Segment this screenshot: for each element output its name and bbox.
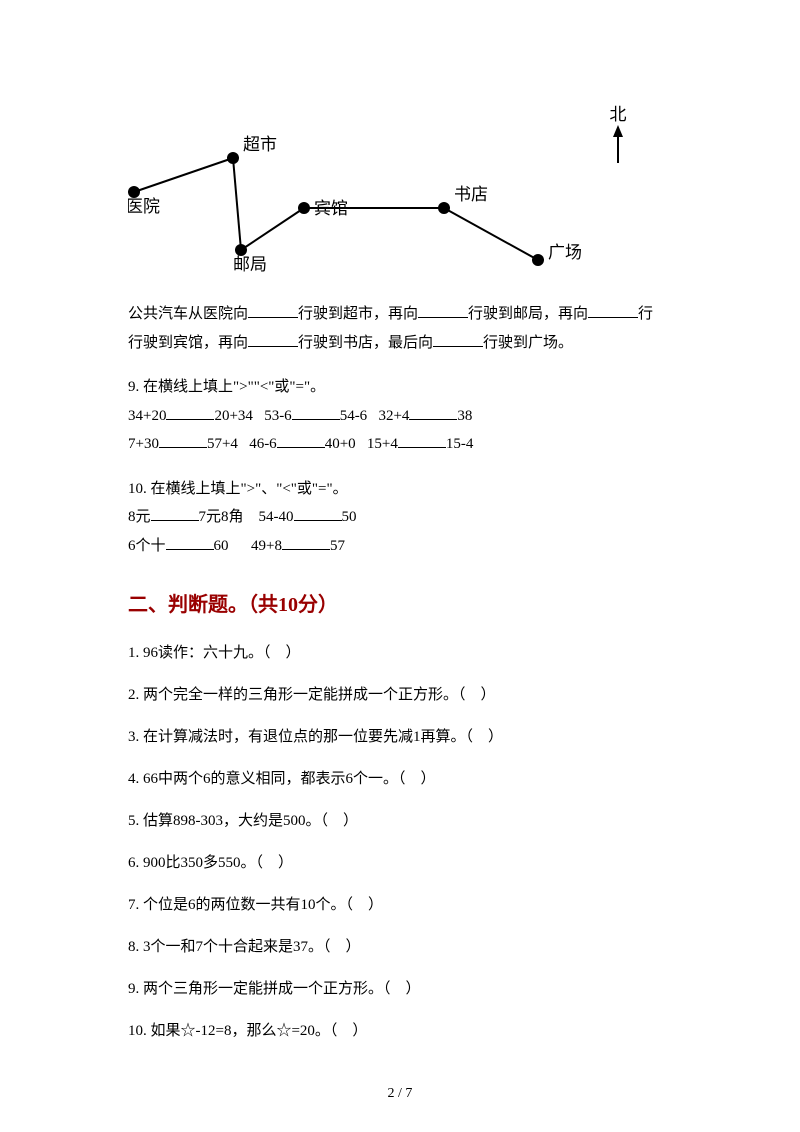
dq-t2: 行驶到超市，再向 (298, 306, 418, 322)
q9-r1-d: 54-6 (340, 408, 368, 424)
tf-item: 10. 如果☆-12=8，那么☆=20。（ ） (128, 1019, 672, 1043)
tf-item: 6. 900比350多550。（ ） (128, 851, 672, 875)
blank[interactable] (433, 330, 483, 347)
diagram-svg: 医院 超市邮局 宾馆 书店广场 (128, 100, 618, 280)
q9-r1-f: 38 (457, 408, 472, 424)
q10-row1: 8元 7元8角 54-40 50 (128, 503, 672, 532)
q10-prefix: 10. 在横线上填上">"、"<"或"="。 (128, 475, 672, 504)
blank[interactable] (294, 505, 342, 522)
q10-r1-c: 54-40 (259, 509, 294, 525)
question-9: 9. 在横线上填上">""<"或"="。 34+20 20+34 53-6 54-6… (128, 373, 672, 459)
blank[interactable] (248, 302, 298, 319)
svg-text:广场: 广场 (548, 243, 582, 262)
svg-text:宾馆: 宾馆 (314, 199, 348, 218)
dq-t5: 行驶到书店，最后向 (298, 335, 433, 351)
tf-item: 8. 3个一和7个十合起来是37。（ ） (128, 935, 672, 959)
tf-item: 5. 估算898-303，大约是500。（ ） (128, 809, 672, 833)
q9-r2-d: 40+0 (325, 436, 356, 452)
north-label: 北 (608, 100, 628, 125)
q10-r1-b: 7元8角 (199, 509, 244, 525)
svg-text:邮局: 邮局 (233, 255, 267, 274)
tf-item: 2. 两个完全一样的三角形一定能拼成一个正方形。（ ） (128, 683, 672, 707)
tf-item: 3. 在计算减法时，有退位点的那一位要先减1再算。（ ） (128, 725, 672, 749)
tf-item: 9. 两个三角形一定能拼成一个正方形。（ ） (128, 977, 672, 1001)
q10-r2-d: 57 (330, 538, 345, 554)
q9-r1-a: 34+20 (128, 408, 166, 424)
dq-t1: 公共汽车从医院向 (128, 306, 248, 322)
tf-item: 1. 96读作：六十九。（ ） (128, 641, 672, 665)
q10-r2-a: 6个十 (128, 538, 166, 554)
q9-r2-a: 7+30 (128, 436, 159, 452)
blank[interactable] (418, 302, 468, 319)
blank[interactable] (588, 302, 638, 319)
q9-r2-f: 15-4 (446, 436, 474, 452)
north-arrow: 北 (608, 100, 628, 170)
q10-row2: 6个十 60 49+8 57 (128, 532, 672, 561)
dq-t3: 行驶到邮局，再向 (468, 306, 588, 322)
q9-r1-e: 32+4 (378, 408, 409, 424)
q9-row1: 34+20 20+34 53-6 54-6 32+4 38 (128, 402, 672, 431)
blank[interactable] (409, 403, 457, 420)
q9-prefix: 9. 在横线上填上">""<"或"="。 (128, 373, 672, 402)
q9-r2-b: 57+4 (207, 436, 238, 452)
dq-t4: 行驶到宾馆，再向 (128, 335, 248, 351)
arrow-icon (608, 125, 628, 165)
q10-r2-b: 60 (214, 538, 229, 554)
blank[interactable] (398, 432, 446, 449)
svg-text:书店: 书店 (454, 185, 488, 204)
q9-r1-b: 20+34 (214, 408, 252, 424)
svg-text:超市: 超市 (243, 135, 277, 154)
true-false-list: 1. 96读作：六十九。（ ） 2. 两个完全一样的三角形一定能拼成一个正方形。（… (128, 641, 672, 1043)
blank[interactable] (292, 403, 340, 420)
dq-t6: 行驶到广场。 (483, 335, 573, 351)
q10-r2-c: 49+8 (251, 538, 282, 554)
direction-question: 公共汽车从医院向 行驶到超市，再向 行驶到邮局，再向 行行驶到宾馆，再向 行驶到书店，最… (128, 300, 672, 357)
tf-item: 4. 66中两个6的意义相同，都表示6个一。（ ） (128, 767, 672, 791)
tf-item: 7. 个位是6的两位数一共有10个。（ ） (128, 893, 672, 917)
blank[interactable] (282, 533, 330, 550)
blank[interactable] (166, 533, 214, 550)
question-10: 10. 在横线上填上">"、"<"或"="。 8元 7元8角 54-40 50 6个… (128, 475, 672, 561)
q9-r2-e: 15+4 (367, 436, 398, 452)
q9-r1-c: 53-6 (264, 408, 292, 424)
blank[interactable] (151, 505, 199, 522)
q10-r1-d: 50 (342, 509, 357, 525)
q9-row2: 7+30 57+4 46-6 40+0 15+4 15-4 (128, 430, 672, 459)
dq-t4b: 行 (638, 306, 653, 322)
section-2-title: 二、判断题。（共10分） (128, 588, 672, 617)
blank[interactable] (166, 403, 214, 420)
blank[interactable] (248, 330, 298, 347)
q9-r2-c: 46-6 (249, 436, 277, 452)
page-number: 2 / 7 (0, 1086, 800, 1102)
route-diagram: 医院超市邮局宾馆书店广场 北 (128, 100, 618, 280)
blank[interactable] (277, 432, 325, 449)
blank[interactable] (159, 432, 207, 449)
q10-r1-a: 8元 (128, 509, 151, 525)
svg-text:医院: 医院 (128, 197, 160, 216)
